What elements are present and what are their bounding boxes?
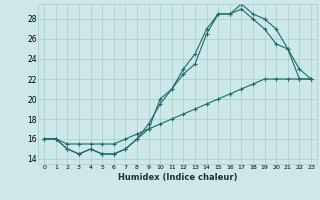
X-axis label: Humidex (Indice chaleur): Humidex (Indice chaleur) [118, 173, 237, 182]
